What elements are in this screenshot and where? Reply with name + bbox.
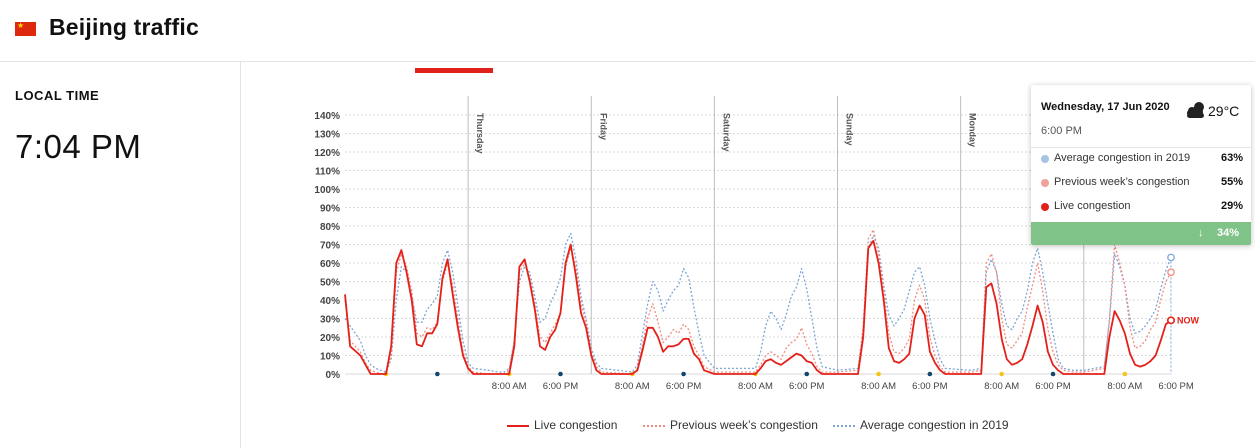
tooltip-time: 6:00 PM — [1041, 125, 1082, 137]
y-tick-label: 60% — [320, 259, 340, 270]
prev-week-congestion-line — [344, 229, 1172, 375]
tooltip-row-label: Live congestion — [1054, 200, 1131, 212]
tooltip-divider — [1031, 147, 1251, 148]
day-label: Monday — [968, 113, 978, 147]
legend-label: Previous week’s congestion — [670, 418, 818, 432]
live-end-marker — [1166, 316, 1175, 325]
day-label: Thursday — [475, 113, 485, 154]
tooltip-date: Wednesday, 17 Jun 2020 — [1041, 101, 1170, 113]
active-tab-indicator[interactable] — [415, 68, 493, 73]
evening-tick-dot — [804, 371, 810, 377]
evening-tick-dot — [558, 371, 563, 377]
day-label: Saturday — [721, 113, 731, 152]
tooltip-row-avg-2019: Average congestion in 2019 63% — [1041, 152, 1243, 166]
evening-tick-dot — [1050, 371, 1056, 377]
morning-tick-dot — [876, 371, 881, 377]
y-tick-label: 10% — [320, 352, 340, 363]
legend-label: Average congestion in 2019 — [860, 418, 1009, 432]
tooltip-row-live: Live congestion 29% — [1041, 200, 1243, 214]
tooltip-row-value: 29% — [1220, 200, 1243, 212]
tooltip-change-value: 34% — [1217, 227, 1240, 239]
china-flag-icon: ★ — [15, 22, 36, 36]
legend-label: Live congestion — [534, 418, 618, 432]
y-tick-label: 0% — [326, 370, 341, 381]
arrow-down-icon: ↓ — [1198, 227, 1204, 239]
partly-cloudy-icon — [1187, 102, 1204, 118]
evening-tick-dot — [927, 371, 933, 377]
y-tick-label: 80% — [320, 222, 340, 233]
live-dot-icon — [1041, 203, 1049, 211]
x-tick-label: 8:00 AM — [738, 381, 773, 392]
y-tick-label: 90% — [320, 204, 340, 215]
day-label: Sunday — [845, 113, 855, 146]
live-congestion-line — [344, 239, 1172, 375]
dotted-line-icon — [643, 425, 665, 427]
local-time-panel: LOCAL TIME 7:04 PM — [0, 62, 241, 448]
page-title: Beijing traffic — [49, 14, 199, 40]
solid-line-icon — [507, 425, 529, 427]
x-tick-label: 6:00 PM — [1035, 381, 1070, 392]
y-tick-label: 140% — [314, 111, 340, 122]
avg-2019-dot-icon — [1041, 155, 1049, 163]
y-tick-label: 50% — [320, 278, 340, 289]
traffic-chart[interactable]: 0% 10% 20% 30% 40% 50% 60% 70% 80% 90% 100% 110% 120… — [242, 63, 1252, 413]
x-tick-label: 8:00 AM — [984, 381, 1019, 392]
page-header: ★ Beijing traffic — [0, 0, 1255, 62]
y-tick-label: 100% — [314, 185, 340, 196]
x-tick-label: 8:00 AM — [492, 381, 527, 392]
x-tick-label: 6:00 PM — [1158, 381, 1193, 392]
morning-tick-dot — [999, 371, 1004, 377]
chart-tooltip: Wednesday, 17 Jun 2020 6:00 PM 29°C Aver… — [1031, 85, 1251, 245]
x-tick-label: 6:00 PM — [666, 381, 701, 392]
prev-week-dot-icon — [1041, 179, 1049, 187]
prev-week-end-marker — [1167, 268, 1175, 277]
x-tick-label: 6:00 PM — [789, 381, 824, 392]
tooltip-temperature: 29°C — [1208, 103, 1240, 119]
y-tick-label: 120% — [314, 148, 340, 159]
x-tick-label: 8:00 AM — [861, 381, 896, 392]
y-tick-label: 70% — [320, 241, 340, 252]
avg-2019-end-marker — [1167, 253, 1175, 262]
tooltip-row-value: 63% — [1220, 152, 1243, 164]
now-label: NOW — [1177, 315, 1200, 325]
tooltip-row-label: Average congestion in 2019 — [1054, 152, 1191, 164]
day-label: Friday — [598, 113, 608, 140]
y-tick-label: 40% — [320, 296, 340, 307]
x-tick-label: 8:00 AM — [1107, 381, 1142, 392]
evening-tick-dot — [681, 371, 686, 377]
y-tick-label: 30% — [320, 315, 340, 326]
x-tick-label: 8:00 AM — [615, 381, 650, 392]
chart-legend: Live congestion Previous week’s congesti… — [0, 418, 1255, 436]
x-tick-label: 6:00 PM — [543, 381, 578, 392]
morning-tick-dot — [1122, 371, 1128, 377]
local-time-value: 7:04 PM — [15, 128, 142, 165]
local-time-label: LOCAL TIME — [15, 88, 100, 103]
x-tick-label: 6:00 PM — [912, 381, 947, 392]
tooltip-row-value: 55% — [1220, 176, 1243, 188]
y-tick-label: 130% — [314, 130, 340, 141]
avg-2019-congestion-line — [344, 232, 1172, 373]
y-tick-label: 110% — [315, 167, 340, 178]
tooltip-change-bar: ↓ 34% — [1031, 222, 1251, 245]
evening-tick-dot — [435, 371, 440, 377]
tooltip-row-prev-week: Previous week’s congestion 55% — [1041, 176, 1243, 190]
tooltip-row-label: Previous week’s congestion — [1054, 176, 1190, 188]
y-tick-label: 20% — [320, 333, 340, 344]
dotted-line-icon — [833, 425, 855, 427]
